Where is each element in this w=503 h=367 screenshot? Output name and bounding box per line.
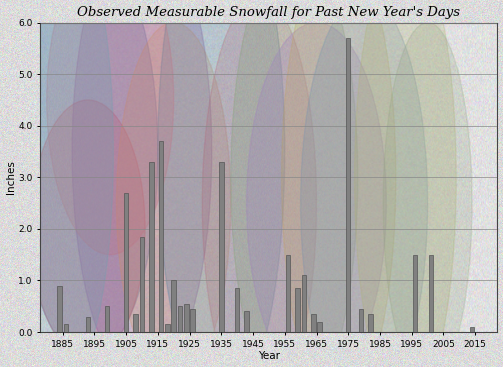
Bar [295,288,300,332]
Bar [470,327,474,332]
Bar [140,237,144,332]
Bar [244,311,249,332]
Bar [165,324,170,332]
Ellipse shape [246,22,386,367]
Bar [57,286,61,332]
Ellipse shape [355,0,456,367]
Bar [286,255,290,332]
Ellipse shape [31,100,145,358]
Bar [124,193,128,332]
Ellipse shape [158,0,285,367]
Ellipse shape [12,0,113,367]
Bar [178,306,182,332]
Bar [302,275,306,332]
Bar [63,324,68,332]
Bar [359,309,363,332]
Bar [219,162,223,332]
Ellipse shape [301,0,428,367]
Bar [429,255,433,332]
Bar [317,322,322,332]
Ellipse shape [383,22,472,367]
Ellipse shape [47,0,174,255]
Bar [105,306,109,332]
Ellipse shape [202,0,316,367]
Bar [133,314,138,332]
Bar [159,141,163,332]
Bar [235,288,239,332]
Title: Observed Measurable Snowfall for Past New Year's Days: Observed Measurable Snowfall for Past Ne… [77,6,460,19]
X-axis label: Year: Year [258,352,280,361]
Bar [346,38,351,332]
Bar [368,314,373,332]
Bar [412,255,417,332]
Ellipse shape [231,0,358,367]
Ellipse shape [117,22,231,367]
Y-axis label: Inches: Inches [6,160,16,194]
Bar [172,280,176,332]
Bar [149,162,154,332]
Bar [311,314,315,332]
Ellipse shape [18,0,158,358]
Ellipse shape [72,0,212,367]
Bar [191,309,195,332]
Ellipse shape [282,0,396,367]
Bar [86,317,90,332]
Bar [184,304,189,332]
